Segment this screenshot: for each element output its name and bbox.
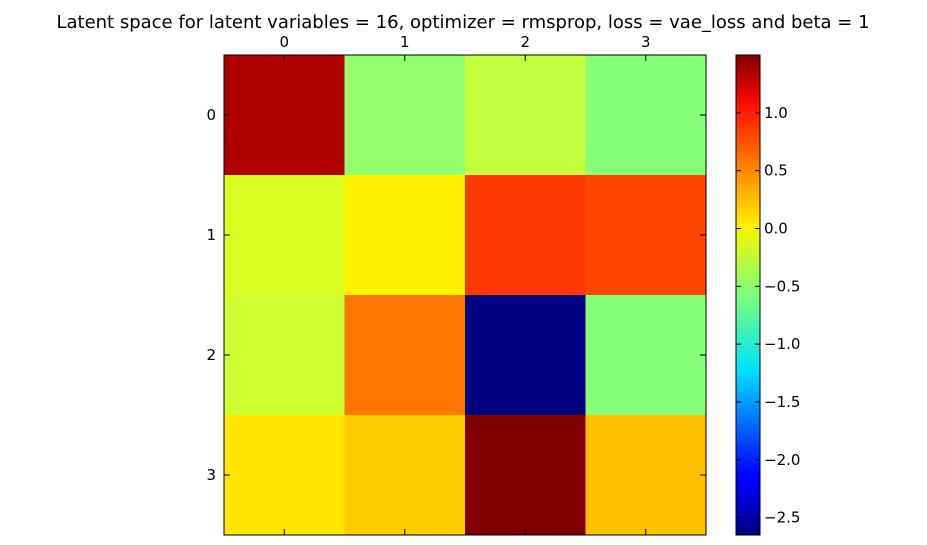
x-tick-label: 2 <box>520 33 530 51</box>
heatmap-cell-3-3 <box>585 415 707 536</box>
colorbar-tick-label: 0.0 <box>764 219 788 237</box>
x-tick-label: 0 <box>279 33 289 51</box>
y-tick-label: 0 <box>206 106 216 124</box>
heatmap-cell-0-0 <box>224 55 345 176</box>
x-tick-label: 1 <box>400 33 410 51</box>
heatmap-cell-0-2 <box>465 55 586 176</box>
heatmap-cell-3-0 <box>224 415 345 536</box>
colorbar-tick-label: 0.5 <box>764 162 788 180</box>
heatmap-cell-0-1 <box>344 55 466 176</box>
colorbar-tick-label: −2.0 <box>764 451 800 469</box>
x-tick-label: 3 <box>641 33 651 51</box>
colorbar-tick-label: −1.5 <box>764 393 800 411</box>
colorbar-frame <box>735 54 761 536</box>
colorbar-gradient <box>736 55 760 535</box>
colorbar-tick-label: 1.0 <box>764 104 788 122</box>
colorbar-tick-label: −1.0 <box>764 335 800 353</box>
heatmap-cell-2-0 <box>224 295 345 416</box>
y-tick-label: 1 <box>206 226 216 244</box>
y-tick-label: 3 <box>206 466 216 484</box>
y-tick-label: 2 <box>206 346 216 364</box>
heatmap-cell-1-1 <box>344 175 466 296</box>
plot-frame <box>223 54 707 536</box>
heatmap-cell-2-1 <box>344 295 466 416</box>
colorbar-tick-label: −0.5 <box>764 277 800 295</box>
colorbar-ticks: 1.0 0.5 0.0 −0.5 −1.0 −1.5 −2.0 −2.5 <box>736 104 800 527</box>
heatmap-cell-3-1 <box>344 415 466 536</box>
heatmap-cell-2-3 <box>585 295 707 416</box>
heatmap-cell-0-3 <box>585 55 707 176</box>
x-axis-ticks: 0 1 2 3 <box>279 33 651 535</box>
heatmap-cell-2-2 <box>465 295 586 416</box>
heatmap-cells <box>224 55 707 536</box>
y-axis-ticks: 0 1 2 3 <box>206 106 706 484</box>
heatmap-cell-1-0 <box>224 175 345 296</box>
heatmap-cell-1-3 <box>585 175 707 296</box>
heatmap-cell-3-2 <box>465 415 586 536</box>
heatmap-cell-1-2 <box>465 175 586 296</box>
colorbar-tick-label: −2.5 <box>764 509 800 527</box>
chart-title: Latent space for latent variables = 16, … <box>56 12 869 33</box>
